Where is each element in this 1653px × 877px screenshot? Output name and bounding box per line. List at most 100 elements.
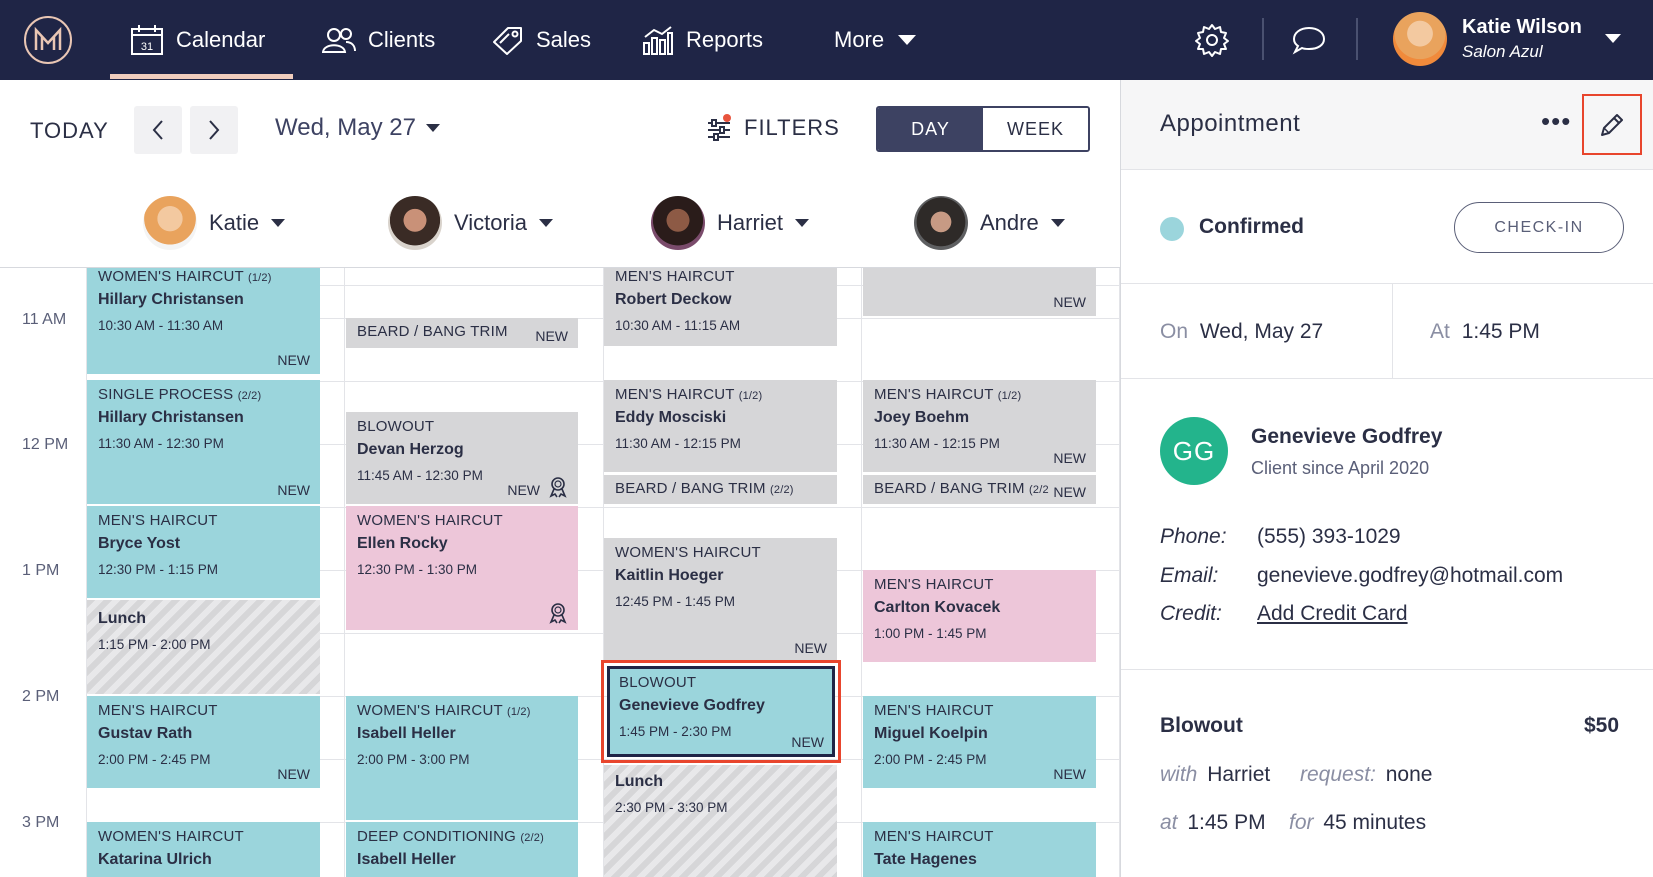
nav-calendar[interactable]: 31 Calendar	[130, 0, 265, 80]
appointment-card[interactable]: MEN'S HAIRCUT Robert Deckow 10:30 AM - 1…	[604, 268, 837, 346]
appointment-client: Carlton Kovacek	[874, 599, 1001, 616]
appointment-card[interactable]: BEARD / BANG TRIM (2/2)	[604, 475, 837, 504]
avatar	[388, 196, 442, 250]
nav-more-label: More	[834, 27, 885, 52]
staff-victoria[interactable]: Victoria	[388, 196, 553, 250]
appointment-card[interactable]: WOMEN'S HAIRCUT (1/2) Isabell Heller 2:0…	[346, 696, 578, 820]
view-day-button[interactable]: DAY	[878, 108, 983, 150]
nav-clients[interactable]: Clients	[322, 0, 435, 80]
salon-logo-icon[interactable]	[24, 16, 72, 64]
request-field: request: none	[1300, 763, 1432, 787]
appointment-card[interactable]: MEN'S HAIRCUT (1/2) Joey Boehm 11:30 AM …	[863, 380, 1096, 472]
lunch-block[interactable]: Lunch 2:30 PM - 3:30 PM	[604, 765, 837, 877]
next-day-button[interactable]	[190, 106, 238, 154]
appointment-card[interactable]: BEARD / BANG TRIM NEW	[346, 318, 578, 348]
add-credit-card-link[interactable]: Add Credit Card	[1257, 602, 1408, 625]
appointment-service: WOMEN'S HAIRCUT (1/2)	[98, 268, 272, 285]
time-label: 11 AM	[22, 311, 67, 328]
appointment-card[interactable]: SINGLE PROCESS (2/2) Hillary Christansen…	[87, 380, 320, 504]
appointment-card[interactable]: MEN'S HAIRCUT (1/2) Eddy Mosciski 11:30 …	[604, 380, 837, 472]
staff-name: Andre	[980, 210, 1039, 235]
appointment-time: 2:00 PM - 3:00 PM	[357, 752, 470, 767]
appointment-card[interactable]: BEARD / BANG TRIM (2/2 NEW	[863, 475, 1096, 504]
user-name[interactable]: Katie Wilson	[1462, 16, 1582, 38]
client-avatar[interactable]: GG	[1160, 417, 1228, 485]
edit-button[interactable]	[1582, 94, 1642, 155]
staff-harriet[interactable]: Harriet	[651, 196, 810, 250]
check-in-button[interactable]: CHECK-IN	[1454, 202, 1624, 253]
lunch-block[interactable]: Lunch 1:15 PM - 2:00 PM	[87, 600, 320, 694]
user-avatar[interactable]	[1393, 12, 1447, 66]
appointment-card[interactable]: WOMEN'S HAIRCUT Katarina Ulrich	[87, 822, 320, 877]
appointment-time: 2:30 PM - 3:30 PM	[615, 800, 728, 815]
top-nav: 31 Calendar Clients Sales Reports More K…	[0, 0, 1653, 80]
column-divider	[86, 268, 87, 877]
time-label: 3 PM	[22, 814, 60, 831]
appointment-client: Joey Boehm	[874, 409, 970, 426]
appointment-card-selected[interactable]: BLOWOUT Genevieve Godfrey 1:45 PM - 2:30…	[607, 666, 835, 757]
staff-andre[interactable]: Andre	[914, 196, 1065, 250]
at-label: at	[1160, 811, 1178, 834]
time-value: 1:45 PM	[1461, 320, 1540, 343]
date-picker[interactable]: Wed, May 27	[275, 114, 440, 142]
more-options-button[interactable]: •••	[1541, 106, 1572, 136]
nav-more[interactable]: More	[834, 0, 917, 80]
appointment-card[interactable]: WOMEN'S HAIRCUT (1/2) Hillary Christanse…	[87, 268, 320, 374]
calendar-icon: 31	[131, 25, 163, 55]
view-week-button[interactable]: WEEK	[983, 108, 1088, 150]
appointment-card[interactable]: WOMEN'S HAIRCUT Ellen Rocky 12:30 PM - 1…	[346, 506, 578, 630]
appointment-client: Isabell Heller	[357, 851, 456, 868]
user-menu-chevron-icon[interactable]	[1605, 34, 1621, 43]
time-label: 1 PM	[22, 562, 60, 579]
tag-icon	[493, 27, 522, 55]
filters-label: FILTERS	[744, 115, 840, 140]
nav-calendar-label: Calendar	[176, 27, 266, 52]
start-time-field: at 1:45 PM	[1160, 811, 1266, 835]
client-name[interactable]: Genevieve Godfrey	[1251, 425, 1443, 448]
time-field[interactable]: At 1:45 PM	[1430, 320, 1540, 344]
staff-name: Katie	[209, 210, 260, 235]
appointment-service: MEN'S HAIRCUT	[98, 702, 218, 719]
messages-button[interactable]	[1292, 0, 1326, 80]
new-client-tag: NEW	[535, 328, 568, 344]
filters-button[interactable]: FILTERS	[706, 114, 840, 142]
settings-button[interactable]	[1194, 0, 1230, 80]
appointment-client: Hillary Christansen	[98, 409, 244, 426]
staff-katie[interactable]: Katie	[143, 196, 286, 250]
email-value[interactable]: genevieve.godfrey@hotmail.com	[1257, 564, 1564, 587]
appointment-card[interactable]: DEEP CONDITIONING (2/2) Isabell Heller	[346, 822, 578, 877]
appointment-card[interactable]: MEN'S HAIRCUT Gustav Rath 2:00 PM - 2:45…	[87, 696, 320, 788]
appointment-client: Robert Deckow	[615, 291, 732, 308]
appointment-client: Tate Hagenes	[874, 851, 977, 868]
appointment-card[interactable]: WOMEN'S HAIRCUT Kaitlin Hoeger 12:45 PM …	[604, 538, 837, 662]
nav-sales[interactable]: Sales	[490, 0, 591, 80]
chevron-down-icon	[425, 124, 440, 132]
appointment-time: 11:30 AM - 12:15 PM	[615, 436, 741, 451]
date-field[interactable]: On Wed, May 27	[1160, 320, 1323, 344]
column-divider	[861, 268, 862, 877]
block-title: Lunch	[615, 773, 663, 790]
chevron-right-icon	[209, 120, 220, 140]
appointment-card[interactable]: MEN'S HAIRCUT Bryce Yost 12:30 PM - 1:15…	[87, 506, 320, 598]
service-name: Blowout	[1160, 714, 1243, 737]
nav-sales-label: Sales	[536, 27, 592, 52]
status-indicator	[1160, 217, 1184, 241]
appointment-card[interactable]: MEN'S HAIRCUT Tate Hagenes	[863, 822, 1096, 877]
phone-value[interactable]: (555) 393-1029	[1257, 525, 1401, 548]
nav-reports[interactable]: Reports	[642, 0, 763, 80]
date-value: Wed, May 27	[1199, 320, 1324, 343]
duration-field: for 45 minutes	[1289, 811, 1426, 835]
prev-day-button[interactable]	[134, 106, 182, 154]
appointment-card[interactable]: MEN'S HAIRCUT Miguel Koelpin 2:00 PM - 2…	[863, 696, 1096, 788]
today-button[interactable]: TODAY	[30, 118, 109, 143]
new-client-tag: NEW	[277, 766, 310, 782]
request-label: request:	[1300, 763, 1376, 786]
appointment-service: SINGLE PROCESS (2/2)	[98, 386, 262, 403]
chevron-down-icon	[1050, 219, 1065, 227]
ribbon-badge-icon	[549, 603, 567, 624]
appointment-card[interactable]: BLOWOUT Devan Herzog 11:45 AM - 12:30 PM…	[346, 412, 578, 504]
appointment-card[interactable]: MEN'S HAIRCUT Carlton Kovacek 1:00 PM - …	[863, 570, 1096, 662]
appointment-card[interactable]: NEW	[863, 268, 1096, 316]
appointment-client: Isabell Heller	[357, 725, 456, 742]
stylist-field: with Harriet	[1160, 763, 1270, 787]
